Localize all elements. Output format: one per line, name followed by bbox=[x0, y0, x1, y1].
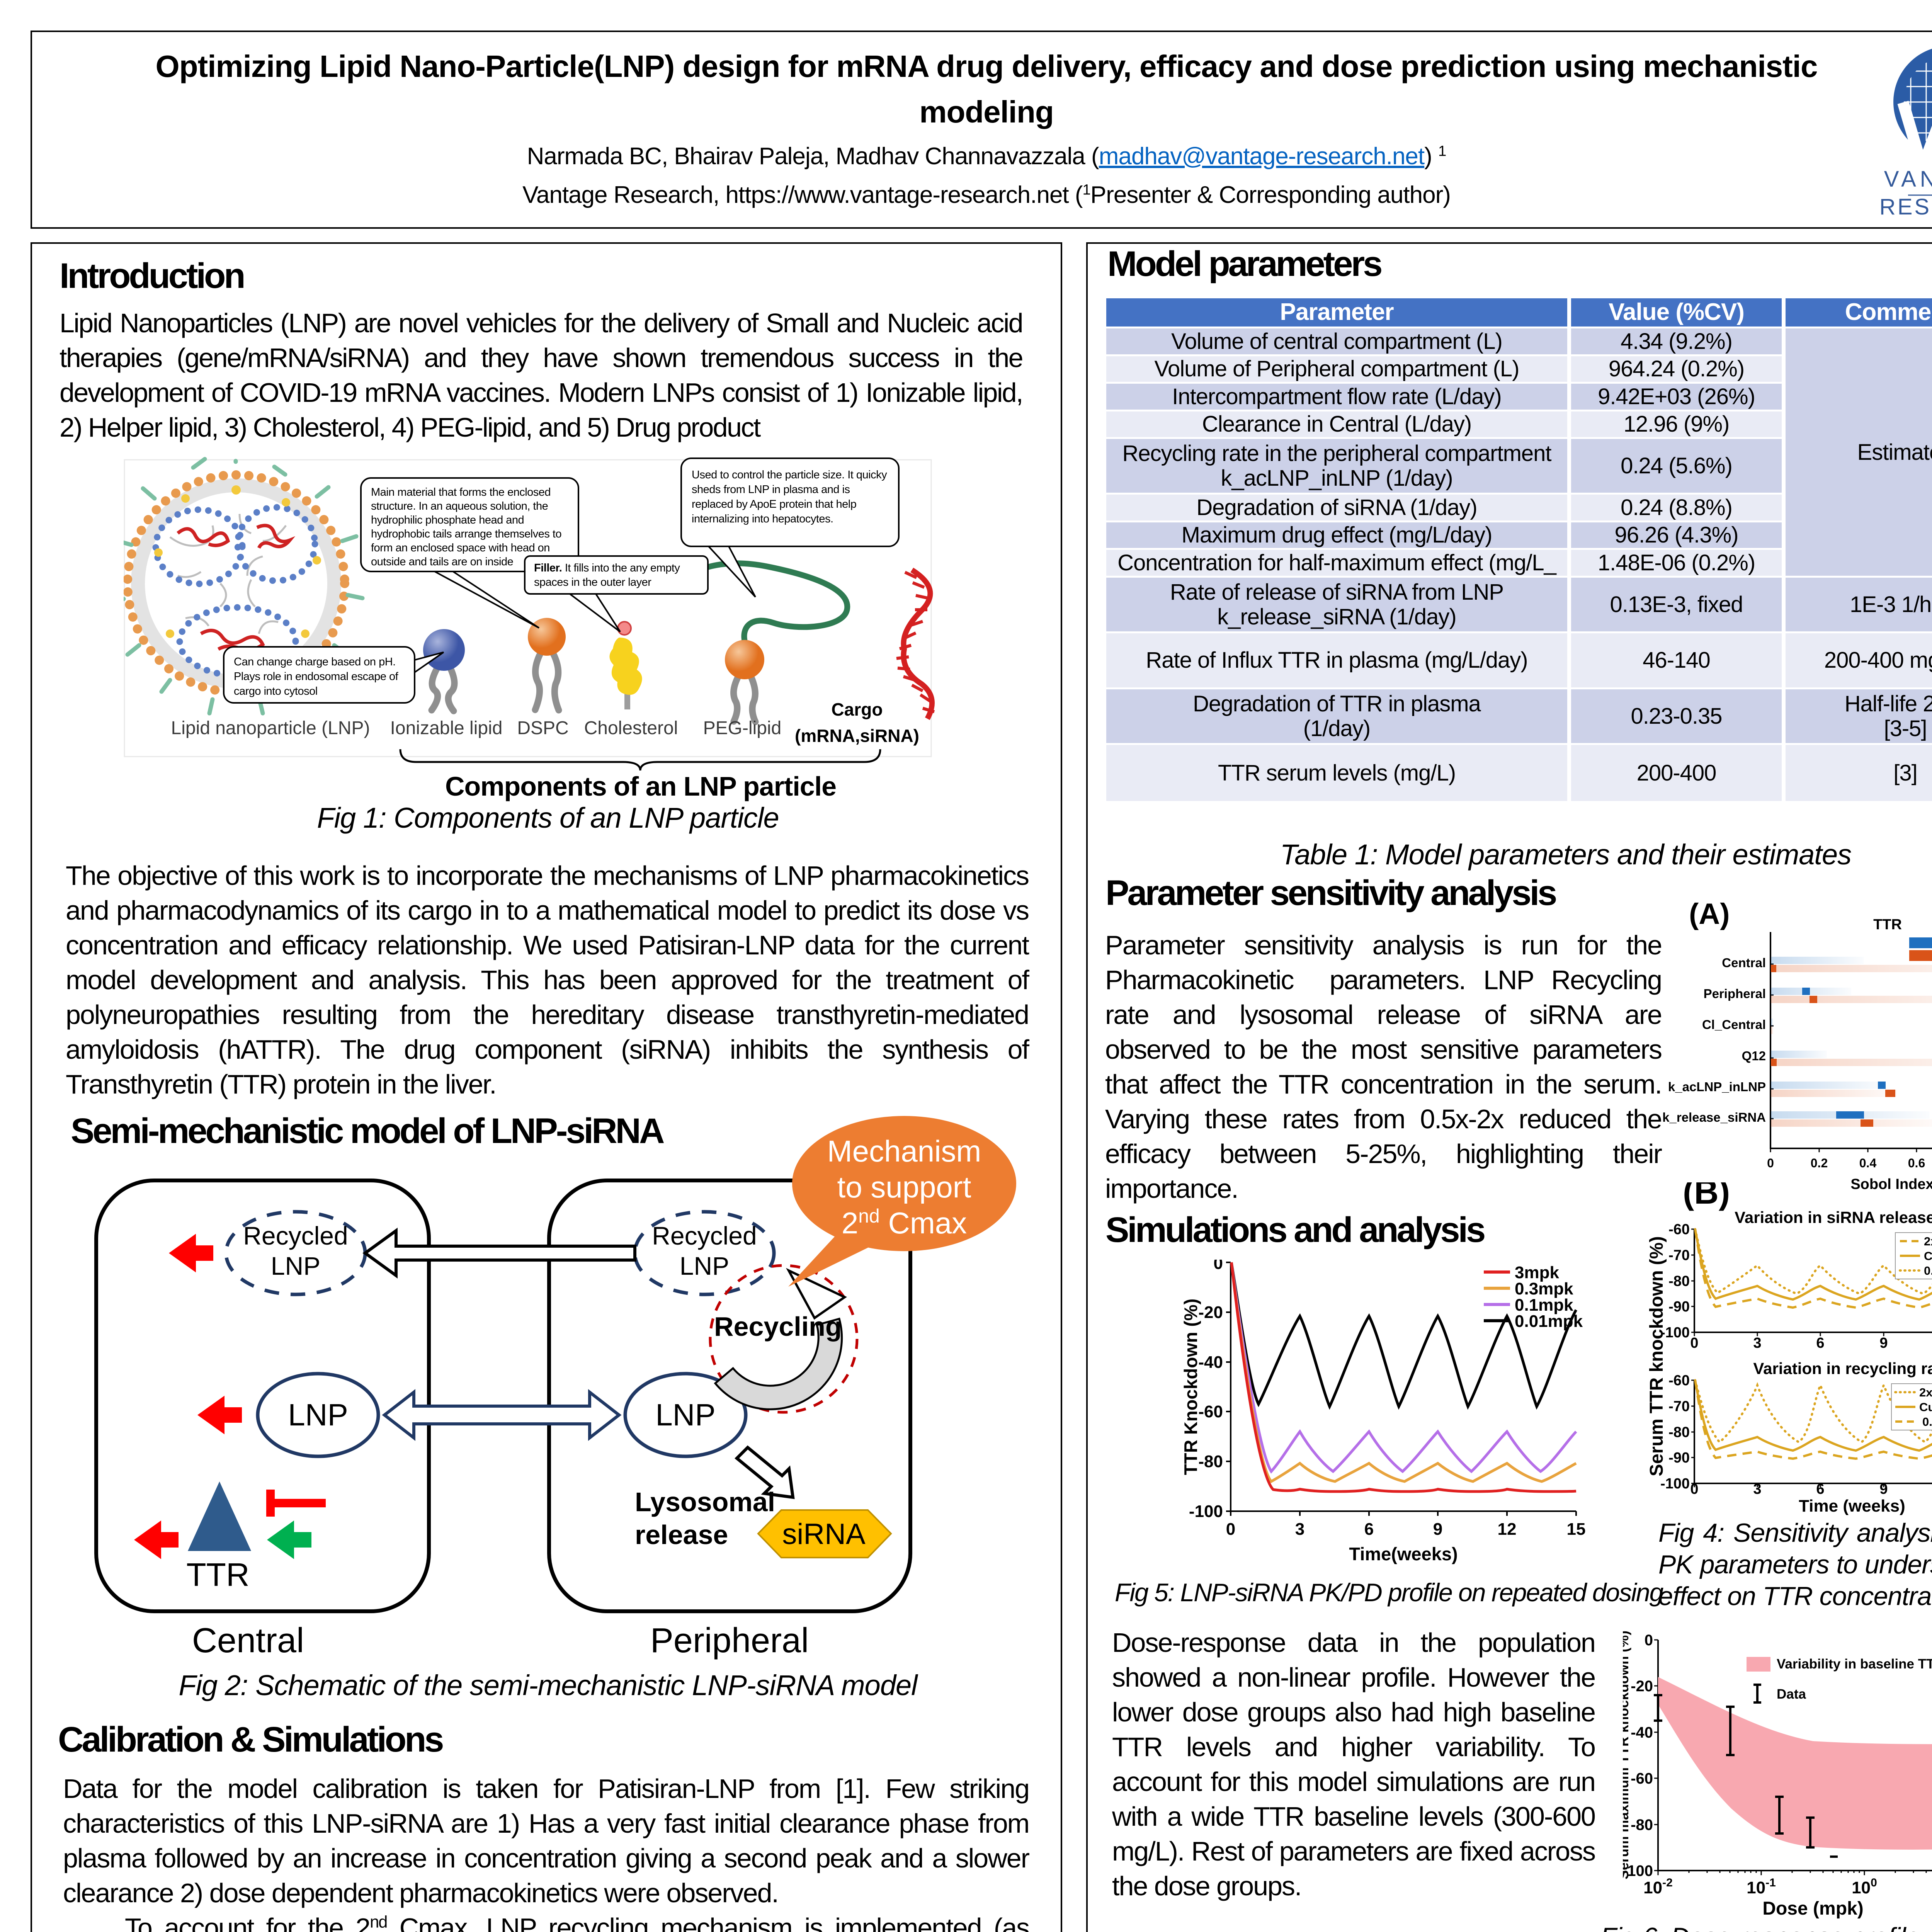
svg-text:Variation in recycling rate: Variation in recycling rate bbox=[1753, 1359, 1932, 1378]
svg-text:Time (weeks): Time (weeks) bbox=[1799, 1497, 1905, 1515]
svg-text:-20: -20 bbox=[1198, 1303, 1223, 1322]
svg-text:Serum maximum TTR knockdown (%: Serum maximum TTR knockdown (%) bbox=[1623, 1631, 1631, 1879]
svg-text:100: 100 bbox=[1852, 1876, 1877, 1897]
svg-text:0.4: 0.4 bbox=[1859, 1156, 1877, 1170]
svg-text:TTR: TTR bbox=[1873, 917, 1902, 933]
svg-text:0: 0 bbox=[1690, 1335, 1698, 1351]
svg-text:0.5x recycling rate: 0.5x recycling rate bbox=[1922, 1415, 1932, 1429]
svg-text:-80: -80 bbox=[1631, 1816, 1653, 1833]
svg-text:0: 0 bbox=[1226, 1520, 1235, 1539]
svg-text:Recycled: Recycled bbox=[652, 1221, 757, 1250]
svg-text:TTR Knockdown (%): TTR Knockdown (%) bbox=[1180, 1299, 1201, 1475]
svg-text:3mpk: 3mpk bbox=[1515, 1263, 1559, 1282]
svg-text:-20: -20 bbox=[1631, 1678, 1653, 1695]
svg-text:0: 0 bbox=[1645, 1632, 1653, 1649]
svg-text:release: release bbox=[635, 1520, 728, 1550]
svg-text:9: 9 bbox=[1433, 1520, 1442, 1539]
svg-text:9: 9 bbox=[1879, 1481, 1888, 1497]
svg-text:10-2: 10-2 bbox=[1643, 1876, 1673, 1897]
svg-text:0: 0 bbox=[1767, 1156, 1774, 1170]
svg-text:-80: -80 bbox=[1668, 1424, 1690, 1440]
svg-text:-60: -60 bbox=[1198, 1402, 1223, 1421]
svg-text:Central: Central bbox=[1722, 956, 1766, 970]
svg-text:-70: -70 bbox=[1668, 1247, 1690, 1264]
svg-text:Cl_Central: Cl_Central bbox=[1702, 1017, 1766, 1032]
svg-text:(mRNA,siRNA): (mRNA,siRNA) bbox=[795, 726, 919, 746]
svg-text:Serum TTR knockdown (%): Serum TTR knockdown (%) bbox=[1646, 1236, 1667, 1476]
svg-text:Current value: Current value bbox=[1919, 1400, 1932, 1414]
svg-text:-40: -40 bbox=[1631, 1724, 1653, 1741]
svg-text:Sobol Index: Sobol Index bbox=[1850, 1176, 1932, 1192]
svg-text:Mechanism: Mechanism bbox=[827, 1134, 981, 1168]
svg-text:Data: Data bbox=[1777, 1687, 1806, 1702]
svg-text:9: 9 bbox=[1879, 1335, 1888, 1351]
svg-text:0.6: 0.6 bbox=[1908, 1156, 1925, 1170]
svg-text:-60: -60 bbox=[1668, 1372, 1690, 1389]
svg-text:Current value: Current value bbox=[1924, 1249, 1932, 1263]
svg-text:2x release rate: 2x release rate bbox=[1924, 1235, 1932, 1248]
svg-text:LNP: LNP bbox=[288, 1398, 348, 1432]
svg-text:-100: -100 bbox=[1623, 1862, 1653, 1879]
svg-text:PEG-lipid: PEG-lipid bbox=[703, 718, 782, 738]
svg-text:Lysosomal: Lysosomal bbox=[635, 1487, 775, 1517]
svg-text:Lipid nanoparticle (LNP): Lipid nanoparticle (LNP) bbox=[171, 718, 370, 738]
svg-text:-80: -80 bbox=[1668, 1273, 1690, 1289]
svg-text:Peripheral: Peripheral bbox=[650, 1621, 809, 1660]
svg-text:Time(weeks): Time(weeks) bbox=[1349, 1544, 1458, 1564]
svg-text:Q12: Q12 bbox=[1742, 1049, 1766, 1063]
svg-text:-90: -90 bbox=[1668, 1450, 1690, 1466]
svg-text:Peripheral: Peripheral bbox=[1704, 986, 1766, 1001]
svg-text:0.2: 0.2 bbox=[1811, 1156, 1828, 1170]
svg-text:Variation in siRNA release rat: Variation in siRNA release rate bbox=[1735, 1208, 1932, 1226]
svg-text:(B): (B) bbox=[1683, 1182, 1730, 1211]
svg-text:TTR: TTR bbox=[186, 1556, 249, 1593]
svg-text:0.3mpk: 0.3mpk bbox=[1515, 1279, 1573, 1298]
svg-text:0.1mpk: 0.1mpk bbox=[1515, 1296, 1573, 1315]
svg-text:3: 3 bbox=[1753, 1335, 1761, 1351]
svg-text:Central: Central bbox=[192, 1621, 304, 1660]
svg-text:-70: -70 bbox=[1668, 1398, 1690, 1415]
svg-text:0: 0 bbox=[1690, 1481, 1698, 1497]
svg-text:0: 0 bbox=[1214, 1260, 1223, 1273]
svg-text:to support: to support bbox=[837, 1170, 971, 1204]
svg-text:siRNA: siRNA bbox=[782, 1518, 866, 1551]
svg-text:10-1: 10-1 bbox=[1747, 1876, 1776, 1897]
svg-text:DSPC: DSPC bbox=[517, 718, 568, 738]
svg-text:LNP: LNP bbox=[655, 1398, 716, 1432]
svg-text:LNP: LNP bbox=[680, 1252, 729, 1280]
svg-text:k_acLNP_inLNP: k_acLNP_inLNP bbox=[1668, 1080, 1766, 1094]
svg-text:(A): (A) bbox=[1689, 898, 1730, 930]
svg-text:-40: -40 bbox=[1198, 1353, 1223, 1372]
svg-text:-80: -80 bbox=[1198, 1452, 1223, 1471]
svg-text:6: 6 bbox=[1364, 1520, 1374, 1539]
svg-text:-100: -100 bbox=[1660, 1325, 1690, 1341]
svg-text:Cholesterol: Cholesterol bbox=[584, 718, 678, 738]
svg-text:6: 6 bbox=[1816, 1481, 1824, 1497]
svg-text:RESEARCH: RESEARCH bbox=[1879, 194, 1932, 219]
svg-text:12: 12 bbox=[1498, 1520, 1517, 1539]
svg-text:0.5x release rate: 0.5x release rate bbox=[1924, 1264, 1932, 1277]
svg-text:-100: -100 bbox=[1189, 1502, 1223, 1521]
svg-text:3: 3 bbox=[1295, 1520, 1304, 1539]
svg-text:Cargo: Cargo bbox=[832, 699, 883, 719]
svg-text:3: 3 bbox=[1753, 1481, 1761, 1497]
svg-text:Dose (mpk): Dose (mpk) bbox=[1762, 1898, 1863, 1919]
svg-text:LNP: LNP bbox=[271, 1252, 320, 1280]
svg-text:2x recycling rate: 2x recycling rate bbox=[1919, 1386, 1932, 1399]
svg-text:Ionizable lipid: Ionizable lipid bbox=[390, 718, 503, 738]
svg-text:Recycling: Recycling bbox=[714, 1311, 842, 1342]
svg-text:-60: -60 bbox=[1631, 1770, 1653, 1787]
svg-text:Recycled: Recycled bbox=[243, 1221, 348, 1250]
svg-text:15: 15 bbox=[1567, 1520, 1586, 1539]
svg-text:VANTAGE: VANTAGE bbox=[1884, 167, 1932, 192]
svg-text:-60: -60 bbox=[1668, 1221, 1690, 1238]
svg-text:0.01mpk: 0.01mpk bbox=[1515, 1312, 1583, 1331]
svg-text:-90: -90 bbox=[1668, 1299, 1690, 1315]
svg-text:Variability in baseline TTR le: Variability in baseline TTR level bbox=[1777, 1656, 1932, 1672]
svg-text:k_release_siRNA: k_release_siRNA bbox=[1662, 1110, 1766, 1124]
svg-text:6: 6 bbox=[1816, 1335, 1824, 1351]
svg-text:-100: -100 bbox=[1660, 1476, 1690, 1492]
